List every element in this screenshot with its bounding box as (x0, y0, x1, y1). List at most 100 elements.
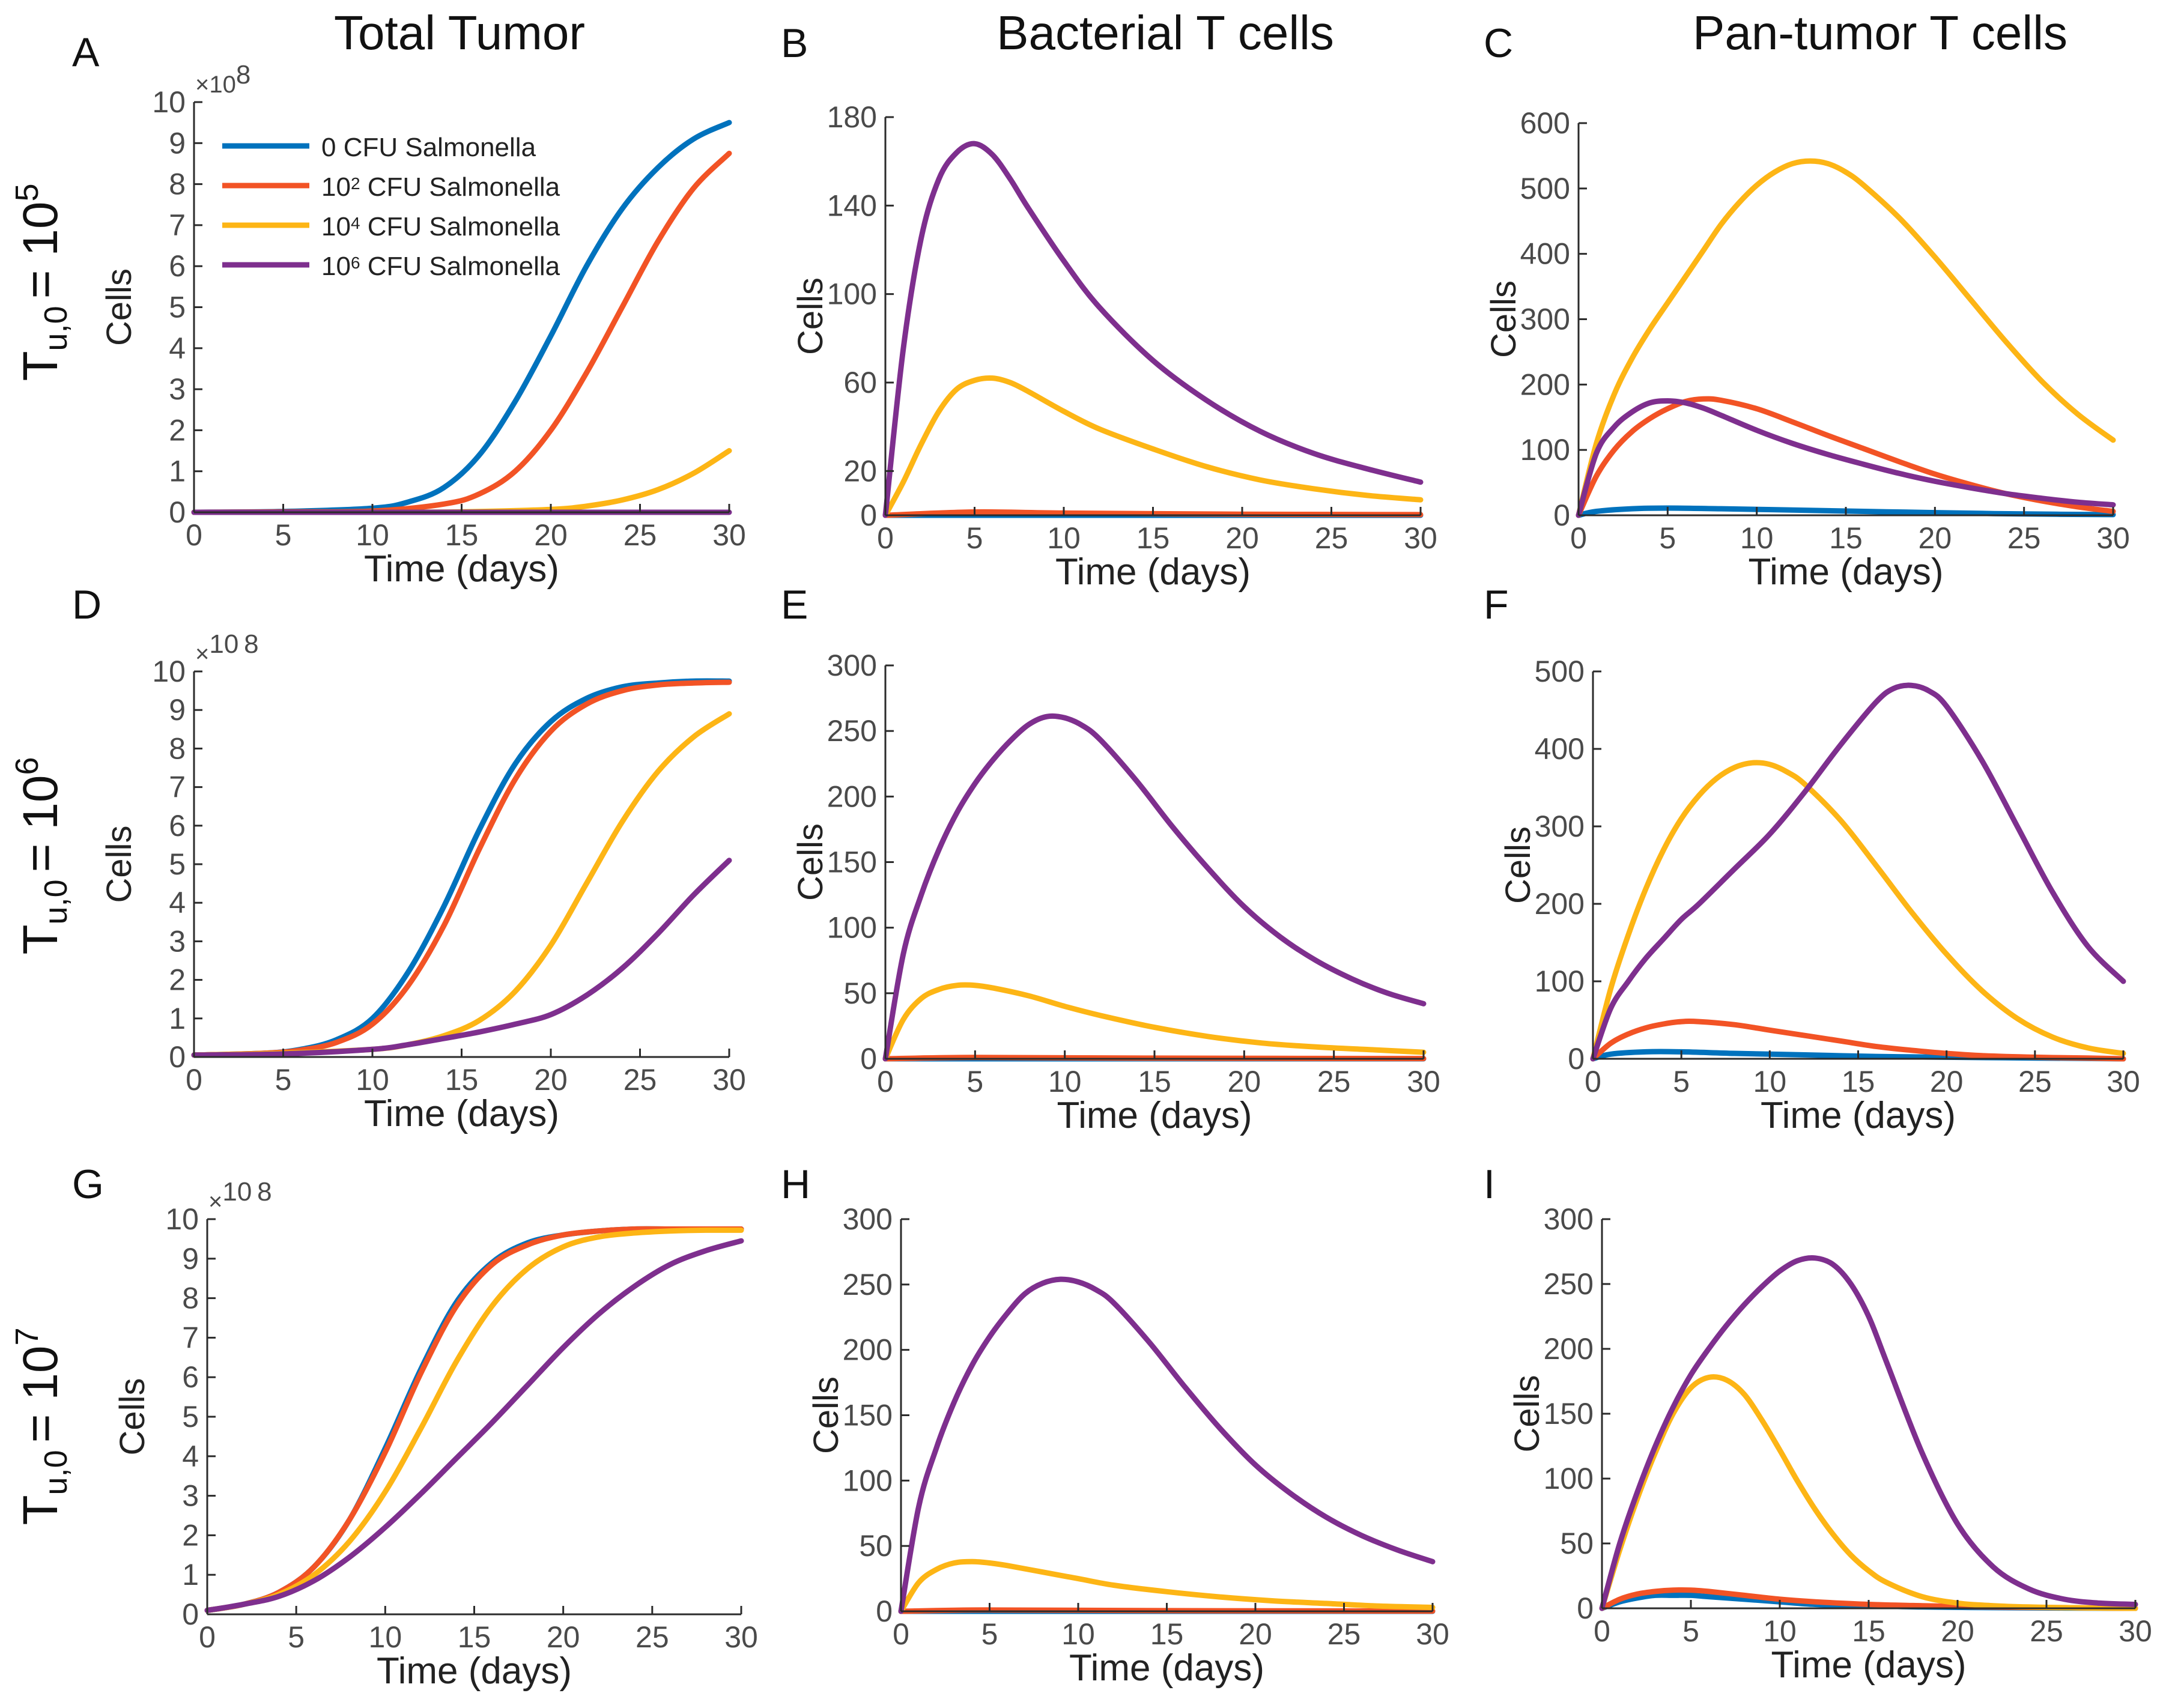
x-tick-label: 20 (1941, 1614, 1974, 1648)
y-tick-label: 5 (182, 1400, 199, 1434)
series-line-0 (1576, 505, 2116, 518)
series-line-2 (204, 1227, 744, 1613)
series-line-3 (882, 713, 1427, 1062)
x-tick-label: 30 (2119, 1614, 2152, 1648)
y-tick-label: 0 (169, 1040, 186, 1074)
x-tick-label: 25 (1327, 1617, 1361, 1651)
x-tick-label: 5 (1659, 521, 1676, 555)
x-tick-label: 5 (1682, 1614, 1699, 1648)
y-tick-label: 3 (169, 372, 186, 406)
x-tick-label: 0 (186, 518, 202, 552)
x-tick-label: 20 (1919, 521, 1952, 555)
y-tick-label: 4 (169, 886, 186, 919)
panel-letter: I (1484, 1161, 1495, 1207)
y-axis-label: Cells (1484, 280, 1523, 358)
x-tick-label: 15 (1150, 1617, 1184, 1651)
legend-label-2: 104 CFU Salmonella (321, 212, 560, 241)
x-tick-label: 25 (2018, 1065, 2052, 1098)
panel-letter: B (781, 20, 808, 66)
x-tick-label: 25 (1315, 521, 1348, 555)
y-tick-label: 5 (169, 291, 186, 324)
y-tick-label: 300 (827, 649, 877, 682)
y-tick-label: 0 (876, 1594, 893, 1628)
y-tick-label: 6 (169, 809, 186, 843)
x-tick-label: 30 (2107, 1065, 2140, 1098)
y-tick-label: 100 (1535, 965, 1585, 998)
y-axis-label: Cells (791, 277, 830, 355)
y-tick-label: 0 (1568, 1042, 1585, 1076)
y-tick-label: 8 (169, 168, 186, 201)
y-tick-label: 5 (169, 847, 186, 881)
panel-letter: D (72, 582, 102, 628)
y-axis-label: Cells (1508, 1375, 1547, 1453)
x-tick-label: 20 (534, 518, 568, 552)
y-tick-label: 50 (843, 977, 877, 1010)
y-tick-label: 200 (1535, 887, 1585, 921)
x-tick-label: 10 (1740, 521, 1774, 555)
x-tick-label: 10 (1047, 521, 1081, 555)
x-tick-label: 15 (458, 1620, 491, 1654)
x-tick-label: 30 (724, 1620, 758, 1654)
series-line-2 (882, 982, 1427, 1062)
y-tick-label: 0 (860, 498, 877, 532)
row-label-3: Tu,0= 107 (9, 1327, 74, 1525)
x-tick-label: 0 (877, 521, 894, 555)
series-line-3 (1590, 682, 2126, 1062)
y-tick-label: 300 (1535, 810, 1585, 843)
x-axis-label: Time (days) (1761, 1095, 1956, 1136)
axis-exponent: ×10 8 (195, 629, 259, 667)
y-axis-label: Cells (807, 1376, 846, 1454)
series-line-2 (1590, 760, 2126, 1062)
x-tick-label: 20 (1930, 1065, 1964, 1098)
panel-letter: E (781, 582, 808, 628)
y-tick-label: 8 (169, 731, 186, 765)
column-title-3: Pan-tumor T cells (1693, 6, 2067, 59)
x-tick-label: 0 (877, 1065, 894, 1098)
y-tick-label: 180 (827, 100, 877, 134)
y-tick-label: 300 (1544, 1202, 1594, 1236)
y-tick-label: 1 (169, 1002, 186, 1035)
x-axis-label: Time (days) (364, 1093, 559, 1134)
series-line-2 (1599, 1374, 2138, 1611)
legend: 0 CFU Salmonella 102 CFU Salmonella 104 CF… (222, 133, 560, 281)
x-tick-label: 5 (966, 1065, 983, 1098)
x-axis-label: Time (days) (364, 548, 559, 590)
y-tick-label: 600 (1520, 106, 1570, 140)
series-line-0 (191, 678, 732, 1058)
series-line-3 (191, 858, 732, 1058)
x-tick-label: 5 (981, 1617, 998, 1651)
y-tick-label: 100 (1544, 1462, 1594, 1495)
x-axis-label: Time (days) (377, 1650, 572, 1692)
y-tick-label: 10 (152, 655, 186, 688)
series-line-3 (204, 1238, 744, 1613)
series-line-3 (898, 1276, 1436, 1614)
x-tick-label: 15 (1138, 1065, 1171, 1098)
x-tick-label: 15 (1842, 1065, 1875, 1098)
y-axis-label: Cells (100, 268, 139, 346)
x-tick-label: 25 (623, 518, 657, 552)
x-tick-label: 30 (712, 1063, 746, 1097)
x-tick-label: 10 (1061, 1617, 1095, 1651)
y-tick-label: 9 (169, 126, 186, 160)
x-tick-label: 15 (1829, 521, 1863, 555)
y-tick-label: 250 (827, 714, 877, 748)
row-label-text: Tu,0= 105 (9, 183, 74, 381)
y-tick-label: 7 (169, 208, 186, 242)
x-tick-label: 0 (186, 1063, 202, 1097)
series-line-3 (882, 141, 1424, 518)
y-tick-label: 200 (1544, 1332, 1594, 1366)
y-tick-label: 4 (182, 1440, 199, 1473)
y-tick-label: 4 (169, 332, 186, 365)
series-line-1 (1590, 1019, 2126, 1062)
y-tick-label: 0 (169, 495, 186, 529)
y-tick-label: 9 (182, 1242, 199, 1276)
y-tick-label: 150 (843, 1399, 893, 1432)
x-tick-label: 15 (445, 518, 479, 552)
y-tick-label: 60 (843, 366, 877, 399)
y-tick-label: 0 (182, 1597, 199, 1631)
x-tick-label: 5 (275, 1063, 292, 1097)
